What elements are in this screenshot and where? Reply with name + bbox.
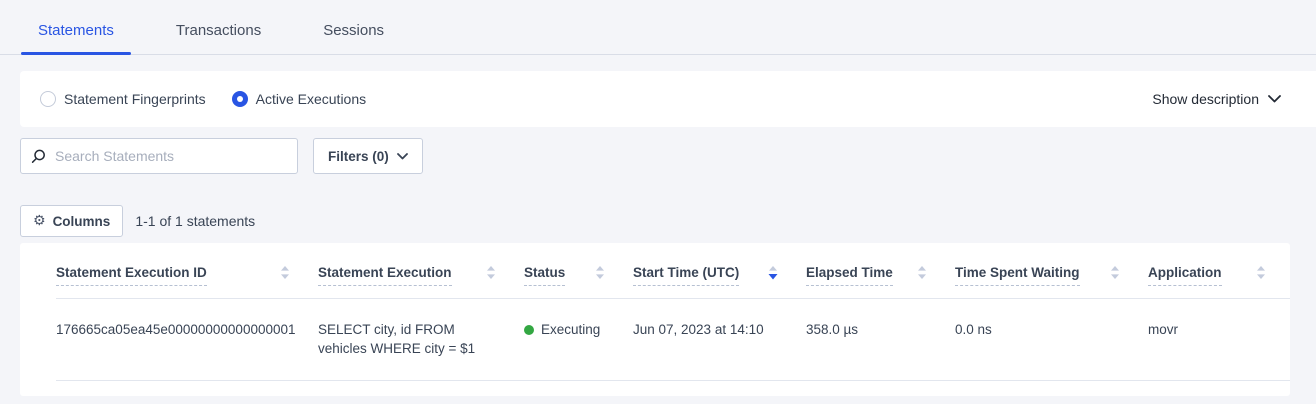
tab-statements[interactable]: Statements bbox=[21, 6, 131, 55]
status-executing-dot-icon bbox=[524, 325, 534, 336]
column-header-status[interactable]: Status bbox=[524, 264, 633, 298]
search-row: Filters (0) bbox=[20, 138, 1316, 174]
cell-status: Executing bbox=[524, 321, 633, 340]
columns-button[interactable]: ⚙ Columns bbox=[20, 205, 124, 237]
chevron-down-icon bbox=[1268, 95, 1281, 103]
cell-time-spent-waiting: 0.0 ns bbox=[955, 322, 992, 337]
tab-statements-label: Statements bbox=[38, 21, 114, 39]
cell-application: movr bbox=[1148, 322, 1178, 337]
column-header-statement-execution[interactable]: Statement Execution bbox=[318, 264, 524, 298]
sort-carets-icon[interactable] bbox=[1256, 265, 1266, 285]
chevron-down-icon bbox=[396, 152, 408, 159]
radio-unselected-icon[interactable] bbox=[40, 91, 56, 107]
table-row: 176665ca05ea45e00000000000000001 SELECT … bbox=[56, 299, 1290, 381]
columns-button-label: Columns bbox=[52, 213, 111, 229]
sort-carets-icon[interactable] bbox=[280, 265, 290, 285]
tab-transactions[interactable]: Transactions bbox=[159, 6, 278, 55]
show-description-toggle[interactable]: Show description bbox=[1152, 91, 1281, 107]
table-toolbar: ⚙ Columns 1-1 of 1 statements bbox=[20, 205, 1316, 237]
radio-statement-fingerprints[interactable]: Statement Fingerprints bbox=[40, 91, 206, 107]
tab-transactions-label: Transactions bbox=[175, 21, 262, 39]
statements-table: Statement Execution ID Statement Executi… bbox=[20, 243, 1290, 396]
status-label: Executing bbox=[541, 322, 601, 337]
filters-button-label: Filters (0) bbox=[328, 148, 389, 164]
column-header-statement-execution-id[interactable]: Statement Execution ID bbox=[56, 264, 318, 298]
search-icon bbox=[31, 149, 45, 163]
column-header-application[interactable]: Application bbox=[1148, 264, 1290, 298]
sort-carets-icon[interactable] bbox=[486, 265, 496, 285]
radio-active-executions-label: Active Executions bbox=[255, 91, 367, 107]
results-count: 1-1 of 1 statements bbox=[135, 213, 256, 229]
search-input[interactable] bbox=[55, 148, 287, 164]
column-header-start-time[interactable]: Start Time (UTC) bbox=[633, 264, 806, 298]
radio-active-executions[interactable]: Active Executions bbox=[231, 91, 367, 107]
cell-start-time: Jun 07, 2023 at 14:10 bbox=[633, 322, 764, 337]
cell-elapsed-time: 358.0 µs bbox=[806, 322, 859, 337]
sort-carets-icon[interactable] bbox=[1110, 265, 1120, 285]
column-header-time-spent-waiting[interactable]: Time Spent Waiting bbox=[955, 264, 1148, 298]
radio-statement-fingerprints-label: Statement Fingerprints bbox=[64, 91, 206, 107]
sql-statement-text: SELECT city, id FROM vehicles WHERE city… bbox=[318, 322, 476, 356]
search-box[interactable] bbox=[20, 138, 298, 174]
gear-icon: ⚙ bbox=[33, 213, 46, 229]
cell-statement-execution-id[interactable]: 176665ca05ea45e00000000000000001 bbox=[56, 322, 296, 337]
sort-carets-icon[interactable] bbox=[595, 265, 605, 285]
cell-statement-execution[interactable]: SELECT city, id FROM vehicles WHERE city… bbox=[318, 321, 524, 359]
tab-sessions-label: Sessions bbox=[323, 21, 385, 39]
tab-sessions[interactable]: Sessions bbox=[306, 6, 401, 55]
column-header-elapsed-time[interactable]: Elapsed Time bbox=[806, 264, 955, 298]
show-description-label: Show description bbox=[1152, 91, 1259, 107]
top-tab-bar: Statements Transactions Sessions bbox=[0, 0, 1316, 55]
sort-carets-icon[interactable] bbox=[917, 265, 927, 285]
table-header-row: Statement Execution ID Statement Executi… bbox=[56, 243, 1290, 299]
radio-selected-icon[interactable] bbox=[231, 91, 248, 107]
sort-desc-active-icon[interactable] bbox=[768, 265, 778, 285]
view-mode-band: Statement Fingerprints Active Executions… bbox=[20, 71, 1316, 127]
filters-button[interactable]: Filters (0) bbox=[313, 138, 423, 174]
